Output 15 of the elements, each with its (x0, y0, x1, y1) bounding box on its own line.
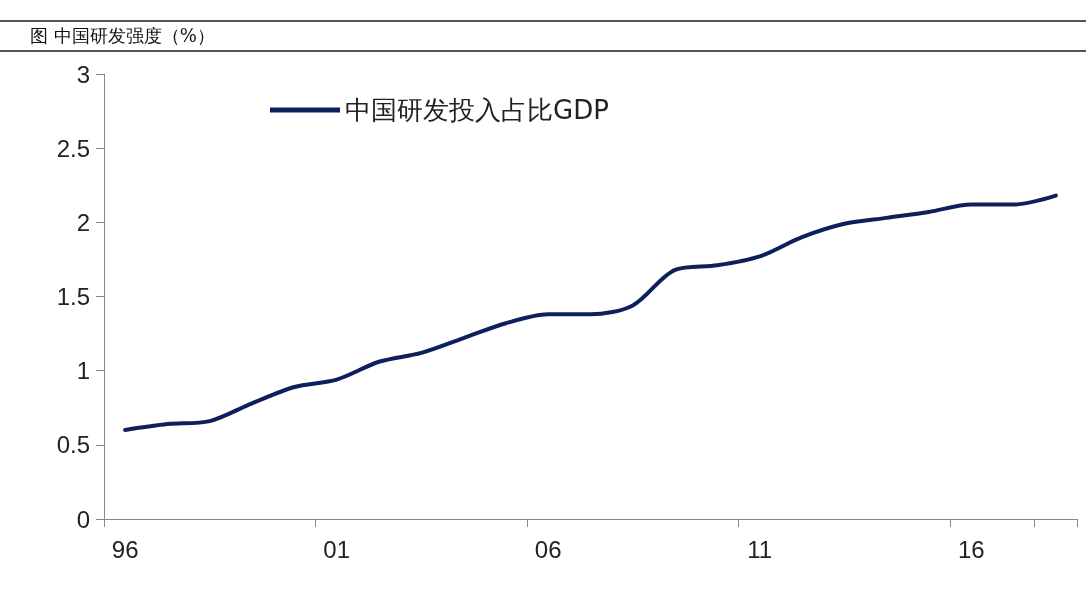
y-tick-label: 1 (76, 357, 90, 385)
x-tick-label: 01 (323, 535, 351, 563)
chart-title: 图 中国研发强度（%） (0, 20, 1086, 52)
x-tick-label: 06 (534, 535, 562, 563)
x-tick-label: 11 (747, 535, 773, 563)
x-tick-label: 16 (957, 535, 985, 563)
line-series (123, 193, 1058, 432)
y-tick-label: 0 (76, 505, 90, 533)
legend-label: 中国研发投入占比GDP (345, 95, 609, 125)
y-tick-label: 2 (76, 208, 90, 236)
y-tick-label: 0.5 (56, 431, 90, 459)
y-tick-label: 1.5 (56, 283, 90, 310)
x-tick-label: 96 (111, 535, 139, 563)
y-tick-label: 2.5 (56, 134, 90, 162)
y-tick-label: 3 (76, 60, 90, 88)
